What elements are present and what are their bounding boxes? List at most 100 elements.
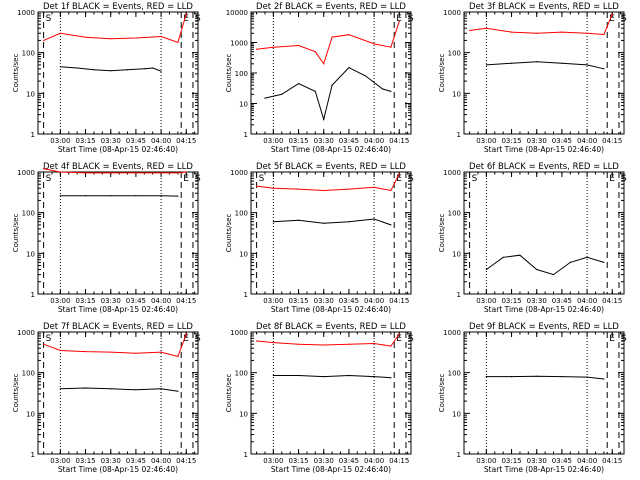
series-point-events [502, 256, 504, 258]
interval-marker-label: E [609, 334, 615, 344]
interval-marker-label: S [46, 334, 52, 344]
chart-title: Det 4f BLACK = Events, RED = LLD [43, 162, 193, 172]
y-axis-label: Counts/sec [12, 374, 20, 413]
series-point-lld [398, 20, 400, 22]
y-tick-label: 100 [235, 370, 248, 378]
series-line-lld [43, 168, 187, 174]
x-tick-label: 03:15 [501, 297, 521, 305]
series-point-events [264, 97, 266, 99]
series-point-events [561, 376, 563, 378]
series-point-events [331, 84, 333, 86]
series-point-events [485, 64, 487, 66]
series-point-events [177, 390, 179, 392]
chart-panel-3: Det 3f BLACK = Events, RED = LLD 1 10 100 10… [438, 2, 627, 154]
series-point-lld [110, 351, 112, 353]
x-tick-label: 03:15 [288, 297, 308, 305]
y-tick-label: 10 [452, 250, 461, 258]
interval-marker-label: E [183, 334, 189, 344]
series-point-events [84, 195, 87, 197]
x-tick-label: 03:00 [263, 457, 283, 465]
y-tick-label: 10 [26, 90, 35, 98]
series-point-events [390, 224, 392, 226]
series-point-lld [42, 39, 45, 42]
interval-marker-label: E [396, 174, 402, 184]
chart-panel-9: Det 9f BLACK = Events, RED = LLD 1 10 100 10… [438, 322, 627, 474]
chart-title: Det 3f BLACK = Events, RED = LLD [469, 2, 619, 12]
series-point-lld [272, 46, 274, 48]
interval-marker-label: S [195, 334, 201, 344]
interval-marker-label: E [183, 174, 189, 184]
x-axis-label: Start Time (08-Apr-15 02:46:40) [58, 305, 178, 314]
x-tick-label: 04:00 [577, 297, 597, 305]
interval-marker-label: S [621, 14, 627, 24]
series-point-events [373, 218, 375, 220]
series-point-lld [84, 350, 87, 353]
x-tick-label: 04:15 [602, 297, 622, 305]
series-point-events [281, 93, 283, 95]
series-point-events [569, 261, 571, 263]
series-point-lld [160, 351, 162, 353]
series-point-lld [348, 343, 350, 345]
y-tick-label: 1000 [230, 40, 248, 48]
series-point-events [143, 68, 145, 70]
series-point-events [603, 378, 605, 380]
interval-marker-label: S [259, 174, 265, 184]
series-point-lld [84, 172, 87, 174]
series-point-lld [177, 355, 179, 358]
series-point-events [110, 195, 112, 197]
series-point-lld [323, 189, 325, 192]
series-point-lld [398, 333, 400, 335]
series-point-events [59, 195, 61, 197]
series-point-lld [110, 38, 112, 40]
series-point-events [586, 256, 588, 258]
x-tick-label: 03:30 [527, 457, 547, 465]
x-tick-label: 03:45 [126, 457, 146, 465]
series-line-events [60, 387, 178, 392]
y-tick-label: 1 [31, 291, 35, 299]
series-point-events [348, 67, 350, 69]
y-tick-label: 1000 [17, 169, 35, 177]
x-tick-label: 03:00 [476, 457, 496, 465]
series-point-events [390, 90, 392, 92]
series-point-lld [135, 352, 137, 354]
series-point-lld [398, 173, 400, 175]
series-point-events [110, 70, 112, 72]
y-tick-label: 100 [22, 50, 35, 58]
series-point-lld [272, 187, 274, 189]
y-axis-label: Counts/sec [225, 374, 233, 413]
interval-marker-label: S [195, 14, 201, 24]
plot-frame [37, 171, 199, 295]
x-axis-label: Start Time (08-Apr-15 02:46:40) [58, 465, 178, 474]
chart-title: Det 1f BLACK = Events, RED = LLD [43, 2, 193, 12]
interval-marker-label: S [46, 14, 52, 24]
interval-marker-label: S [472, 174, 478, 184]
series-line-lld [256, 21, 400, 65]
series-line-lld [43, 333, 187, 358]
series-point-lld [390, 46, 392, 48]
y-tick-label: 100 [235, 70, 248, 78]
x-tick-label: 03:15 [75, 457, 95, 465]
y-tick-label: 1 [31, 451, 35, 459]
series-point-lld [297, 44, 300, 47]
y-tick-label: 1000 [17, 329, 35, 337]
series-point-events [59, 388, 61, 390]
series-point-lld [485, 27, 487, 29]
series-point-lld [135, 172, 137, 174]
series-line-lld [256, 333, 400, 347]
chart-title: Det 8f BLACK = Events, RED = LLD [256, 322, 406, 332]
plot-frame [37, 11, 199, 135]
x-tick-label: 04:00 [577, 137, 597, 145]
series-point-lld [177, 172, 179, 174]
y-tick-label: 1000 [17, 9, 35, 17]
y-tick-label: 10 [452, 410, 461, 418]
series-point-events [76, 67, 78, 69]
series-point-events [110, 388, 112, 390]
series-point-lld [185, 171, 187, 173]
y-tick-label: 100 [448, 370, 461, 378]
series-point-lld [255, 185, 258, 187]
y-axis-label: Counts/sec [225, 54, 233, 93]
series-point-events [552, 273, 555, 276]
plot-frame [37, 331, 199, 455]
x-tick-label: 04:00 [364, 297, 384, 305]
series-point-lld [561, 31, 563, 33]
